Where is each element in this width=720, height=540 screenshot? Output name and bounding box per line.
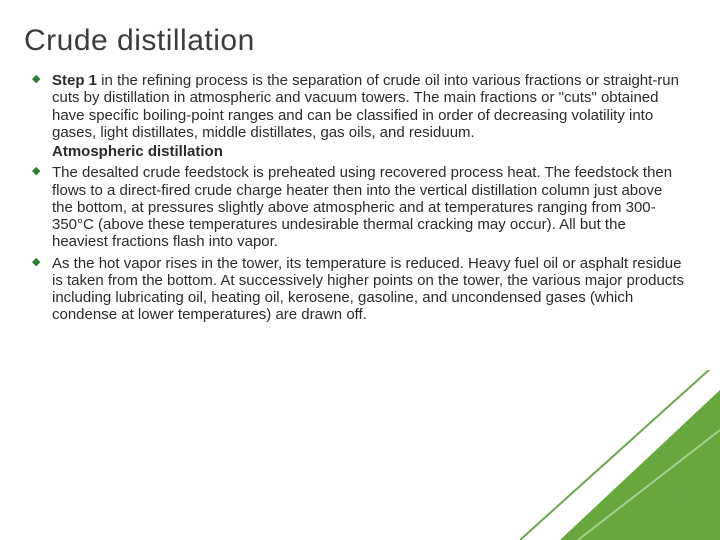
bullet-item: Step 1 in the refining process is the se… [32,72,684,160]
slide: Crude distillation Step 1 in the refinin… [0,0,720,540]
decor-triangle [560,390,720,540]
bullet-item: As the hot vapor rises in the tower, its… [32,255,684,324]
corner-decoration [520,370,720,540]
slide-title: Crude distillation [18,24,684,58]
bullet-subheading: Atmospheric distillation [52,143,684,160]
decor-line-1 [520,370,720,540]
page-number: 29 [671,489,688,506]
bullet-text: As the hot vapor rises in the tower, its… [52,255,684,324]
corner-triangle-icon [520,370,720,540]
bullet-text: The desalted crude feedstock is preheate… [52,164,672,250]
bullet-item: The desalted crude feedstock is preheate… [32,164,684,250]
decor-line-2 [578,430,720,540]
bullet-text: in the refining process is the separatio… [52,72,679,141]
bullet-list: Step 1 in the refining process is the se… [18,72,684,324]
bullet-lead: Step 1 [52,72,97,89]
